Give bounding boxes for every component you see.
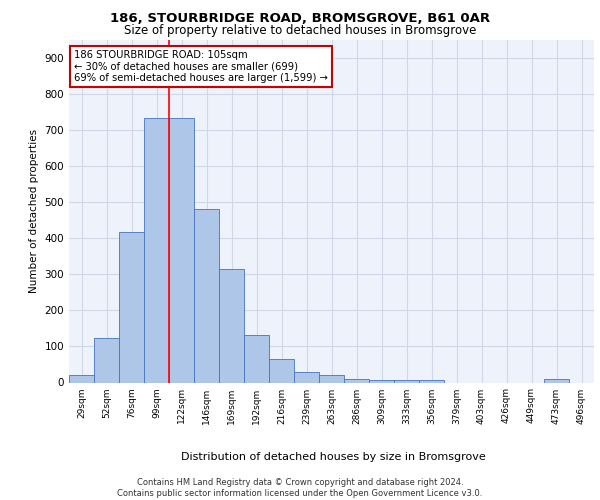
Bar: [344, 379, 369, 382]
Bar: [319, 374, 344, 382]
Text: 186, STOURBRIDGE ROAD, BROMSGROVE, B61 0AR: 186, STOURBRIDGE ROAD, BROMSGROVE, B61 0…: [110, 12, 490, 26]
Bar: [419, 380, 444, 382]
Bar: [119, 232, 144, 382]
Bar: [94, 338, 119, 382]
Y-axis label: Number of detached properties: Number of detached properties: [29, 129, 39, 294]
Bar: [244, 334, 269, 382]
Bar: [269, 359, 294, 382]
Bar: [69, 374, 94, 382]
Bar: [394, 380, 419, 382]
Text: Contains HM Land Registry data © Crown copyright and database right 2024.
Contai: Contains HM Land Registry data © Crown c…: [118, 478, 482, 498]
Bar: [169, 118, 194, 382]
Text: Size of property relative to detached houses in Bromsgrove: Size of property relative to detached ho…: [124, 24, 476, 37]
Text: Distribution of detached houses by size in Bromsgrove: Distribution of detached houses by size …: [181, 452, 485, 462]
Bar: [194, 210, 219, 382]
Bar: [219, 269, 244, 382]
Bar: [544, 379, 569, 382]
Bar: [294, 372, 319, 382]
Bar: [369, 380, 394, 382]
Bar: [144, 118, 169, 382]
Text: 186 STOURBRIDGE ROAD: 105sqm
← 30% of detached houses are smaller (699)
69% of s: 186 STOURBRIDGE ROAD: 105sqm ← 30% of de…: [74, 50, 328, 84]
